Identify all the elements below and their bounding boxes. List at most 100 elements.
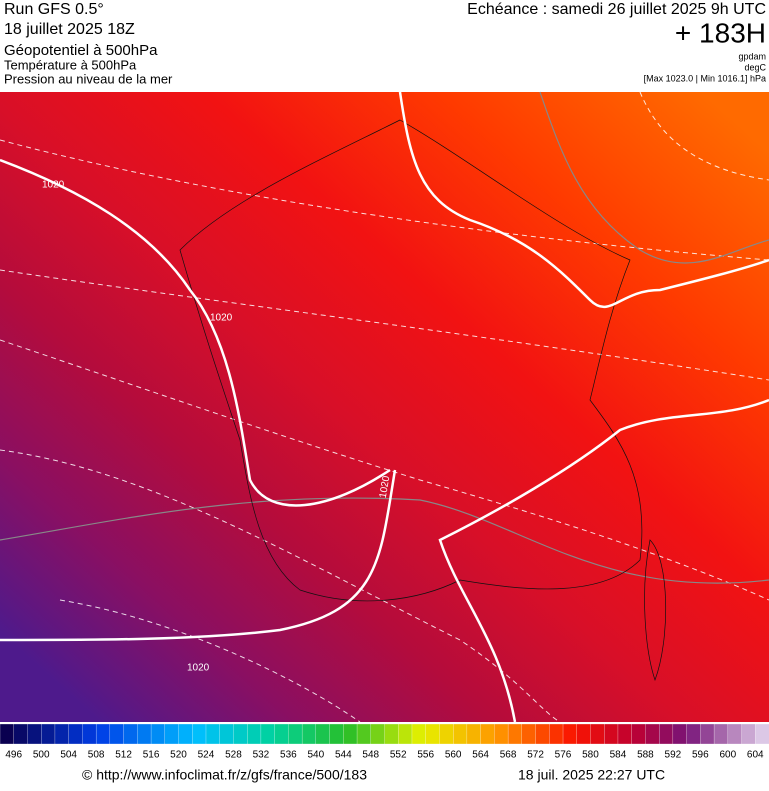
colorbar-swatch — [54, 723, 70, 745]
colorbar-label: 532 — [253, 750, 270, 761]
colorbar-swatch — [301, 723, 317, 745]
colorbar-swatch — [0, 723, 15, 745]
colorbar-swatch — [274, 723, 289, 745]
colorbar-swatch — [192, 723, 207, 745]
colorbar-swatch — [288, 723, 303, 745]
map: 1020 1020 1020 1020 — [0, 91, 769, 723]
colorbar-swatch — [95, 723, 111, 745]
colorbar-label: 516 — [143, 750, 160, 761]
colorbar-swatch — [343, 723, 358, 745]
colorbar-swatch — [82, 723, 97, 745]
colorbar-label: 572 — [527, 750, 544, 761]
colorbar-label: 540 — [307, 750, 324, 761]
colorbar-label: 588 — [637, 750, 654, 761]
unit-label: degC — [744, 62, 766, 72]
colorbar-label: 520 — [170, 750, 187, 761]
isobar-label: 1020 — [210, 313, 233, 324]
colorbar-swatch — [398, 723, 413, 745]
colorbar-label: 568 — [500, 750, 517, 761]
colorbar-swatch — [507, 723, 523, 745]
isobar-label: 1020 — [378, 475, 393, 499]
colorbar-swatch — [755, 723, 769, 745]
colorbar-swatch — [617, 723, 633, 745]
colorbar-swatch — [686, 723, 701, 745]
colorbar-swatch — [27, 723, 42, 745]
colorbar-label: 584 — [610, 750, 627, 761]
colorbar-label: 564 — [472, 750, 489, 761]
geopotential-contours — [0, 91, 769, 723]
colorbar-label: 528 — [225, 750, 242, 761]
colorbar-swatch — [562, 723, 578, 745]
unit-label: gpdam — [738, 51, 766, 61]
colorbar-swatch — [178, 723, 193, 745]
colorbar-swatch — [713, 723, 729, 745]
colorbar-swatch — [672, 723, 688, 745]
colorbar-swatch — [315, 723, 331, 745]
colorbar-label: 500 — [33, 750, 50, 761]
colorbar-label: 580 — [582, 750, 599, 761]
temperature-field — [0, 92, 769, 722]
colorbar-swatch — [549, 723, 564, 745]
colorbar-label: 592 — [665, 750, 682, 761]
colorbar-swatch — [68, 723, 83, 745]
colorbar-label: 576 — [555, 750, 572, 761]
unit-label: [Max 1023.0 | Min 1016.1] hPa — [644, 73, 766, 83]
colorbar-swatch — [727, 723, 742, 745]
colorbar-label: 496 — [5, 750, 22, 761]
colorbar-swatch — [13, 723, 28, 745]
colorbar-swatch — [233, 723, 248, 745]
isobar-label: 1020 — [42, 180, 65, 191]
colorbar-swatch — [329, 723, 344, 745]
colorbar-label: 596 — [692, 750, 709, 761]
colorbar-swatch — [645, 723, 660, 745]
colorbar-swatch — [700, 723, 715, 745]
colorbar-swatch — [260, 723, 276, 745]
colorbar-label: 600 — [719, 750, 736, 761]
field-label: Géopotentiel à 500hPa — [4, 42, 158, 59]
colorbar-label: 512 — [115, 750, 132, 761]
borders — [179, 119, 667, 682]
colorbar-swatch — [631, 723, 646, 745]
colorbar-label: 508 — [88, 750, 105, 761]
colorbar: 496 500 504 508 512 516 520 524 528 532 536 540 544 5… — [0, 723, 769, 761]
colorbar-label: 604 — [747, 750, 764, 761]
colorbar-swatch — [425, 723, 440, 745]
colorbar-swatch — [123, 723, 138, 745]
lead-time: + 183H — [675, 17, 766, 48]
colorbar-swatch — [590, 723, 605, 745]
colorbar-swatch — [480, 723, 495, 745]
run-label: Run GFS 0.5° — [4, 1, 104, 18]
colorbar-swatch — [658, 723, 674, 745]
colorbar-swatch — [411, 723, 427, 745]
run-date: 18 juillet 2025 18Z — [4, 21, 135, 38]
colorbar-swatch — [535, 723, 550, 745]
temperature-contours — [0, 91, 769, 584]
colorbar-swatch — [466, 723, 482, 745]
colorbar-label: 544 — [335, 750, 352, 761]
colorbar-swatch — [741, 723, 756, 745]
colorbar-swatch — [356, 723, 372, 745]
colorbar-swatch — [41, 723, 56, 745]
colorbar-swatch — [247, 723, 262, 745]
field-label: Pression au niveau de la mer — [4, 71, 173, 86]
colorbar-swatch — [150, 723, 166, 745]
colorbar-label: 504 — [60, 750, 77, 761]
colorbar-swatch — [205, 723, 221, 745]
colorbar-label: 536 — [280, 750, 297, 761]
valid-time: Echéance : samedi 26 juillet 2025 9h UTC — [467, 1, 766, 18]
isobar-label: 1020 — [187, 663, 210, 674]
colorbar-swatch — [384, 723, 399, 745]
isobars — [0, 91, 769, 723]
colorbar-swatch — [137, 723, 152, 745]
colorbar-swatch — [109, 723, 125, 745]
colorbar-label: 552 — [390, 750, 407, 761]
source-url: © http://www.infoclimat.fr/z/gfs/france/… — [82, 767, 367, 783]
colorbar-label: 556 — [417, 750, 434, 761]
colorbar-swatch — [521, 723, 537, 745]
colorbar-label: 524 — [198, 750, 215, 761]
colorbar-swatch — [219, 723, 234, 745]
field-label: Température à 500hPa — [4, 57, 137, 72]
colorbar-swatch — [439, 723, 454, 745]
colorbar-label: 560 — [445, 750, 462, 761]
